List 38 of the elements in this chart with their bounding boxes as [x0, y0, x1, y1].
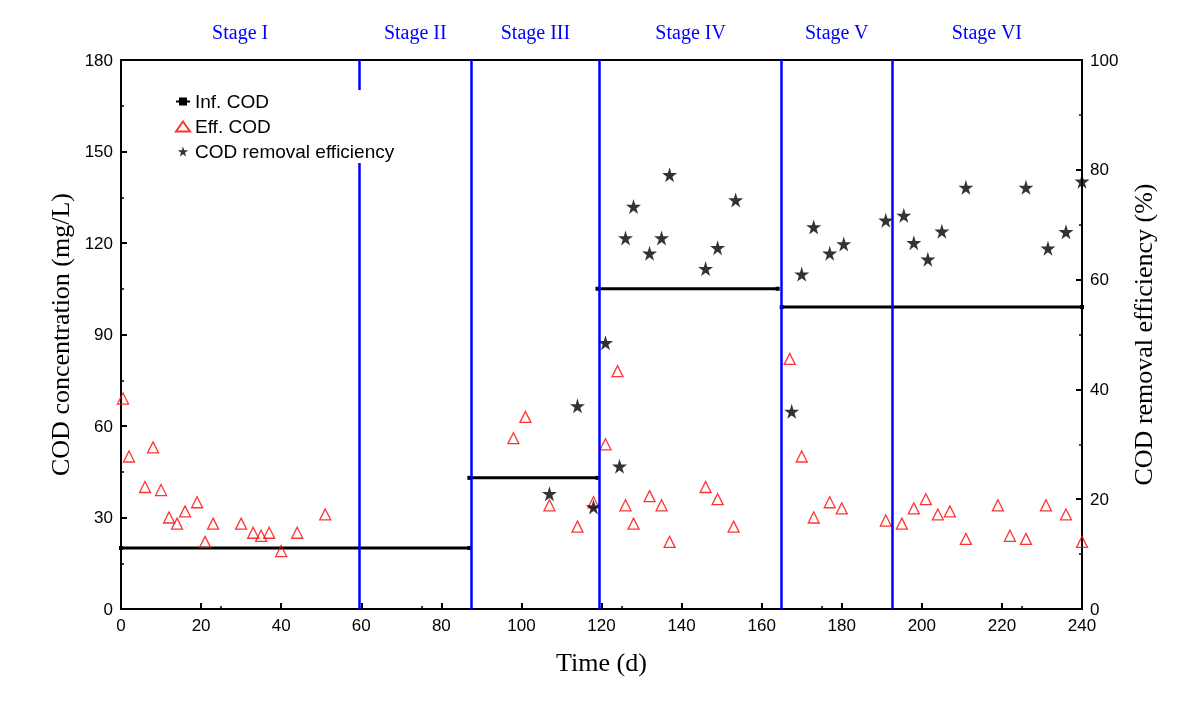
y-tick-label: 30 [94, 508, 113, 527]
text: Stage I [212, 21, 269, 44]
x-tick-label: 100 [507, 616, 536, 635]
y2-tick-label: 0 [1090, 599, 1100, 619]
legend-label: Eff. COD [195, 116, 271, 137]
x-tick-label: 40 [271, 616, 291, 635]
y-tick-label: 120 [84, 233, 113, 253]
y-tick-label: 150 [84, 142, 113, 161]
text: Stage IV [655, 21, 727, 44]
y-tick-label: 180 [84, 50, 113, 70]
y-axis-title: COD concentration (mg/L) [45, 192, 75, 477]
y-tick-label: 0 [103, 599, 113, 619]
x-axis-title: Time (d) [556, 647, 647, 677]
x-tick-label: 120 [587, 616, 616, 635]
x-tick-label: 200 [907, 616, 937, 635]
y2-tick-label: 60 [1090, 270, 1109, 290]
legend-label: COD removal efficiency [195, 141, 395, 162]
y2-tick-label: 40 [1090, 379, 1109, 399]
y2-tick-label: 100 [1090, 50, 1119, 70]
x-tick-label: 140 [667, 616, 696, 635]
x-tick-label: 80 [431, 616, 451, 635]
x-tick-label: 60 [351, 616, 371, 635]
y2-tick-label: 20 [1090, 489, 1109, 509]
x-tick-label: 20 [191, 616, 211, 635]
y-tick-label: 90 [94, 325, 113, 344]
text: Stage VI [951, 21, 1022, 44]
x-tick-label: 240 [1067, 616, 1097, 635]
y2-tick-label: 80 [1090, 160, 1109, 180]
x-tick-label: 220 [987, 616, 1017, 635]
y-tick-label: 60 [94, 416, 113, 436]
legend-label: Inf. COD [195, 91, 269, 112]
text: Stage V [804, 21, 870, 44]
x-tick-label: 160 [747, 616, 776, 635]
text: Stage III [500, 21, 571, 44]
x-tick-label: 180 [827, 616, 856, 635]
y2-axis-title: COD removal efficiency (%) [1128, 183, 1158, 486]
text: Stage II [383, 21, 447, 44]
x-tick-label: 0 [116, 616, 126, 635]
